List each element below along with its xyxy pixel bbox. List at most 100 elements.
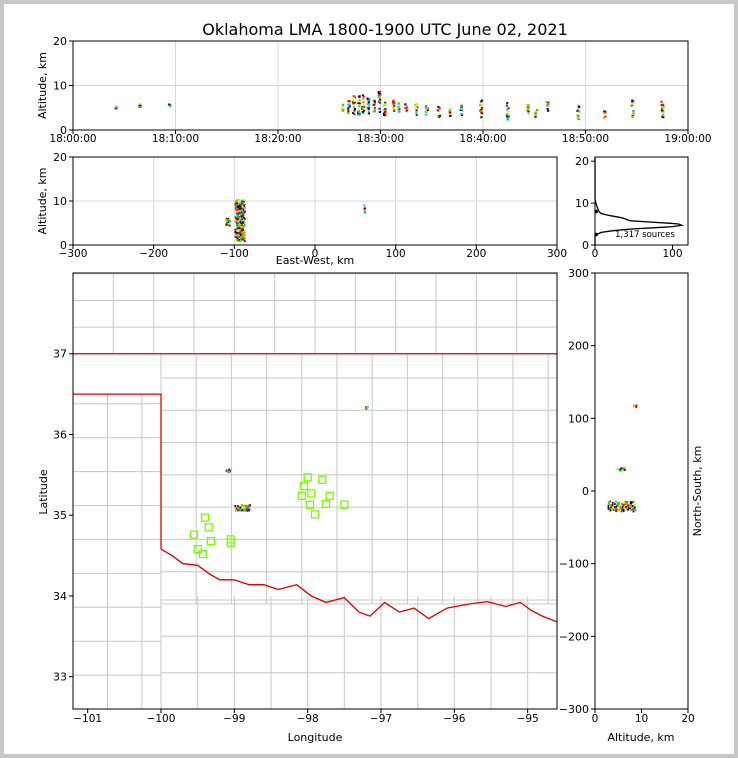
- p1-source-point: [577, 108, 580, 111]
- lma-station-marker: [204, 523, 213, 532]
- p5-source-point: [622, 504, 625, 506]
- p1-source-point: [604, 115, 607, 118]
- p5-source-point: [613, 508, 616, 511]
- p1-source-point: [397, 105, 400, 108]
- p5-frame: [594, 272, 689, 710]
- p2-source-point: [235, 203, 238, 206]
- map-source-point: [236, 505, 239, 508]
- p1-source-point: [352, 106, 355, 109]
- p1-source-point: [438, 114, 442, 117]
- p1-source-point: [448, 110, 451, 113]
- p1-source-point: [415, 114, 418, 116]
- p1-source-point: [353, 113, 356, 116]
- p2-source-point: [241, 213, 244, 216]
- p2-source-point: [240, 217, 243, 219]
- map-source-point: [244, 507, 247, 509]
- p5-source-point: [624, 502, 627, 504]
- p1-source-point: [363, 109, 366, 112]
- p5-source-point: [627, 508, 629, 511]
- p1-source-point: [378, 100, 381, 102]
- p2-frame: [72, 156, 558, 246]
- p1-source-point: [352, 99, 355, 102]
- p2-source-point: [226, 222, 229, 224]
- map-source-point: [226, 469, 229, 472]
- p1-sources: [114, 90, 665, 121]
- p1-source-point: [348, 100, 351, 103]
- p2-source-point: [238, 231, 241, 234]
- p2-source-point: [240, 215, 243, 218]
- p1-source-point: [383, 114, 386, 116]
- map-source-point: [245, 506, 248, 509]
- p2-source-point: [237, 204, 240, 207]
- p1-source-point: [662, 116, 665, 119]
- p1-grid: [69, 40, 689, 134]
- p4-y-tick-label: 36: [53, 428, 67, 441]
- map-source-point: [236, 510, 238, 512]
- p2-source-point: [234, 204, 237, 207]
- p1-source-point: [358, 111, 361, 114]
- p1-source-point: [357, 109, 360, 112]
- p2-source-point: [227, 222, 230, 225]
- p2-source-point: [239, 207, 242, 210]
- figure-title: Oklahoma LMA 1800-1900 UTC June 02, 2021: [202, 20, 568, 39]
- p2-source-point: [237, 209, 240, 212]
- p2-source-point: [234, 228, 237, 231]
- p2-source-point: [237, 229, 240, 231]
- p5-source-point: [629, 507, 631, 510]
- p2-source-point: [241, 199, 244, 202]
- p2-source-point: [238, 206, 240, 209]
- p1-source-point: [373, 100, 376, 102]
- lma-stations: [189, 473, 349, 559]
- p2-source-point: [243, 224, 246, 227]
- p5-source-point: [629, 501, 631, 504]
- p1-source-point: [438, 113, 441, 116]
- p2-source-point: [240, 213, 243, 216]
- p3-marker: [594, 209, 598, 214]
- p5-source-point: [609, 504, 612, 507]
- p1-source-point: [378, 111, 381, 113]
- p1-source-point: [362, 95, 365, 98]
- p1-source-point: [460, 104, 463, 107]
- p5-y-tick-label: 100: [568, 412, 589, 425]
- p3-y-tick-label: 20: [575, 155, 589, 168]
- p1-source-point: [358, 104, 361, 106]
- map-source-point: [227, 470, 230, 473]
- map-source-point: [234, 506, 237, 508]
- p4-x-tick-label: −101: [73, 713, 102, 725]
- p1-source-point: [362, 104, 365, 107]
- p2-source-point: [236, 215, 239, 218]
- p2-source-point: [235, 199, 238, 202]
- p1-source-point: [366, 98, 369, 100]
- p2-x-tick-label: 300: [547, 248, 567, 260]
- p1-source-point: [384, 108, 387, 110]
- p5-source-point: [623, 501, 625, 504]
- p1-source-point: [449, 111, 452, 114]
- p5-source-point: [616, 501, 619, 504]
- p1-source-point: [660, 104, 663, 106]
- p1-source-point: [505, 115, 509, 118]
- p1-y-axis-label: Altitude, km: [36, 52, 49, 119]
- p2-source-point: [363, 204, 366, 207]
- p5-source-point: [614, 508, 617, 511]
- p1-y-tick-labels: 0 10 20: [53, 35, 67, 137]
- p2-y-tick-label: 20: [53, 151, 67, 164]
- p1-source-point: [405, 105, 408, 107]
- lma-station-marker: [198, 549, 207, 559]
- p1-source-point: [372, 103, 375, 106]
- p4-x-tick-label: −99: [223, 713, 245, 725]
- p1-source-point: [347, 112, 350, 114]
- p2-source-point: [234, 202, 237, 205]
- map-source-point: [237, 509, 240, 512]
- p3-x-tick-labels: 0 100: [592, 248, 683, 260]
- p1-source-point: [506, 108, 509, 111]
- p1-source-point: [436, 108, 440, 111]
- p1-source-point: [603, 112, 606, 115]
- p2-source-point: [242, 229, 244, 231]
- p2-source-point: [238, 225, 241, 227]
- p2-x-tick-labels: −300 −200 −100 0 100 200 300: [59, 248, 567, 260]
- p1-source-point: [342, 107, 345, 110]
- p1-source-point: [425, 110, 429, 113]
- p1-source-point: [631, 100, 634, 103]
- p5-source-point: [633, 501, 636, 504]
- p3-marker: [594, 232, 598, 237]
